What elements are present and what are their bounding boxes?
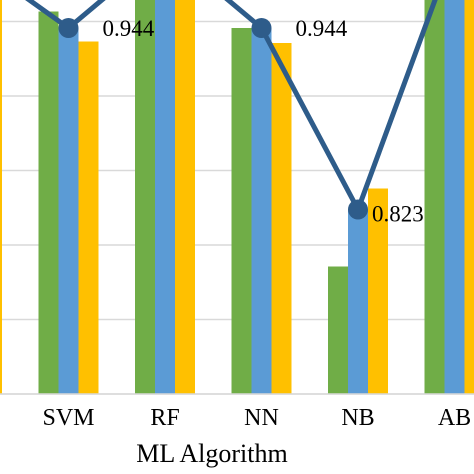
series-line xyxy=(25,0,438,212)
bar xyxy=(155,0,175,394)
x-tick-label: AB xyxy=(438,405,471,431)
line-point xyxy=(58,18,79,38)
x-tick-label: SVM xyxy=(42,405,94,431)
data-label: 0.944 xyxy=(296,16,348,41)
x-tick-label: RF xyxy=(150,405,179,431)
bar xyxy=(0,0,2,394)
data-label: 0.823 xyxy=(372,202,424,227)
x-tick-labels: SVM RF NN NB AB xyxy=(42,405,471,431)
bar xyxy=(348,209,368,394)
bars xyxy=(0,0,474,394)
bar xyxy=(58,28,79,394)
bar xyxy=(368,188,388,394)
bar xyxy=(271,43,292,394)
line-point xyxy=(251,18,272,38)
x-tick-label: NN xyxy=(244,405,279,431)
bar xyxy=(424,0,445,394)
bar xyxy=(175,0,195,394)
data-label: 0.944 xyxy=(103,16,155,41)
bar xyxy=(464,0,474,394)
line-point xyxy=(348,199,368,220)
bar xyxy=(328,266,348,394)
bar xyxy=(78,41,99,394)
bar xyxy=(231,28,252,394)
bar xyxy=(38,11,59,394)
x-axis-title: ML Algorithm xyxy=(136,439,287,468)
bar xyxy=(135,0,155,394)
bar xyxy=(251,28,272,394)
bar xyxy=(444,0,465,394)
line-series xyxy=(25,0,438,220)
x-tick-label: NB xyxy=(341,405,374,431)
